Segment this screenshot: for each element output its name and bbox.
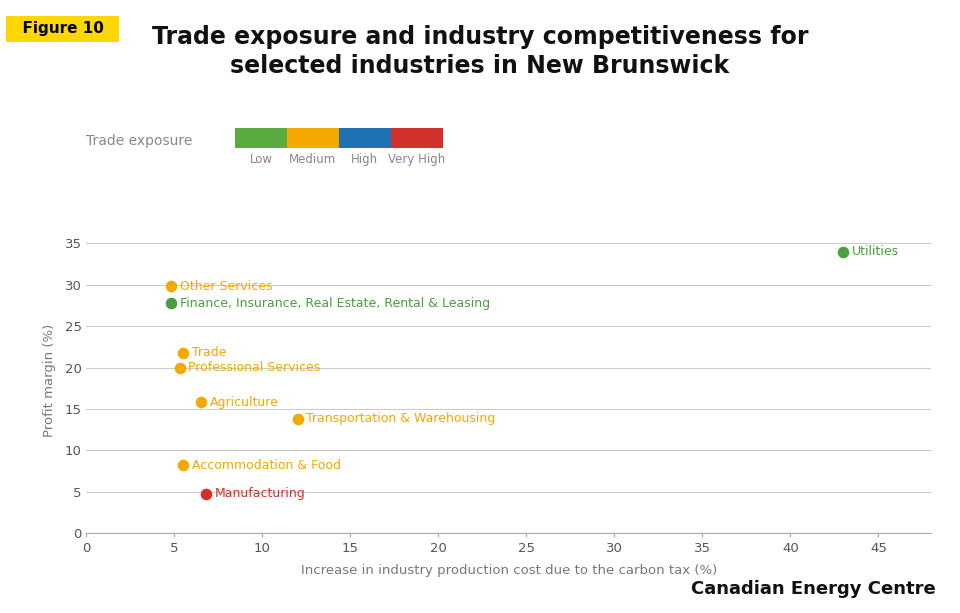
- X-axis label: Increase in industry production cost due to the carbon tax (%): Increase in industry production cost due…: [300, 564, 717, 577]
- Point: [163, 281, 179, 291]
- Text: Accommodation & Food: Accommodation & Food: [192, 459, 341, 472]
- Text: Agriculture: Agriculture: [209, 396, 278, 409]
- Text: Trade exposure: Trade exposure: [86, 134, 193, 148]
- Text: Very High: Very High: [388, 153, 445, 166]
- Text: Trade: Trade: [192, 346, 227, 359]
- Point: [199, 489, 214, 498]
- Text: Other Services: Other Services: [180, 280, 273, 293]
- Text: Canadian Energy Centre: Canadian Energy Centre: [691, 580, 936, 598]
- Text: Trade exposure and industry competitiveness for
selected industries in New Bruns: Trade exposure and industry competitiven…: [152, 25, 808, 78]
- Y-axis label: Profit margin (%): Profit margin (%): [43, 324, 57, 436]
- Point: [193, 397, 208, 407]
- Text: Utilities: Utilities: [852, 245, 900, 258]
- Text: Professional Services: Professional Services: [188, 361, 321, 374]
- Text: Manufacturing: Manufacturing: [215, 487, 305, 500]
- Text: Transportation & Warehousing: Transportation & Warehousing: [306, 413, 495, 425]
- Point: [176, 460, 191, 470]
- Point: [290, 414, 305, 424]
- Text: Figure 10: Figure 10: [12, 21, 114, 36]
- Point: [835, 247, 851, 257]
- Text: Low: Low: [250, 153, 273, 166]
- Text: Medium: Medium: [289, 153, 337, 166]
- Point: [176, 348, 191, 357]
- Point: [163, 298, 179, 308]
- Point: [172, 363, 187, 373]
- Text: Finance, Insurance, Real Estate, Rental & Leasing: Finance, Insurance, Real Estate, Rental …: [180, 297, 490, 310]
- Text: High: High: [351, 153, 378, 166]
